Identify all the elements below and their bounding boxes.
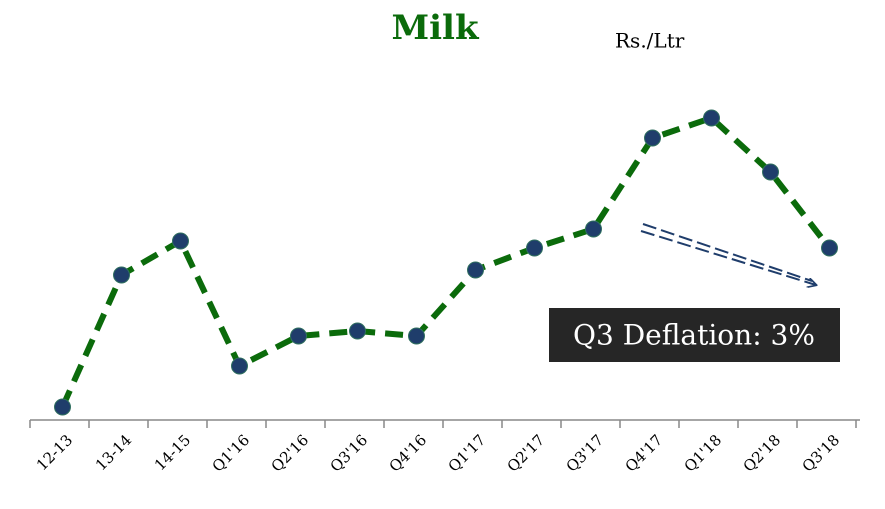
- unit-label: Rs./Ltr: [615, 29, 685, 53]
- annotation-box: [549, 308, 840, 362]
- x-tick-label: Q4'16: [386, 431, 431, 476]
- marker: [290, 327, 307, 345]
- x-tick-label: 13-14: [92, 431, 135, 474]
- x-tick-label: 14-15: [151, 431, 194, 474]
- x-tick-label: 12-13: [33, 431, 76, 474]
- marker: [526, 239, 543, 257]
- marker: [703, 109, 720, 127]
- marker: [172, 232, 189, 250]
- x-tick-label: Q2'17: [504, 431, 549, 476]
- marker: [644, 129, 661, 147]
- marker: [231, 357, 248, 375]
- marker: [349, 322, 366, 340]
- marker: [762, 163, 779, 181]
- x-tick-label: Q1'18: [681, 431, 726, 476]
- x-tick-label: Q2'16: [268, 431, 313, 476]
- x-tick-label: Q3'16: [327, 431, 372, 476]
- marker: [585, 220, 602, 238]
- annotation: Q3 Deflation: 3%: [573, 319, 815, 352]
- x-tick-label: Q1'16: [209, 431, 254, 476]
- x-tick-label: Q2'18: [740, 431, 785, 476]
- marker: [54, 398, 71, 416]
- chart-title: Milk: [391, 8, 479, 48]
- marker: [467, 261, 484, 279]
- x-tick-label: Q3'17: [563, 431, 608, 476]
- x-tick-label: Q4'17: [622, 431, 667, 476]
- x-tick-label: Q3'18: [799, 431, 844, 476]
- marker: [408, 327, 425, 345]
- trend-arrow: [640, 223, 816, 285]
- marker: [113, 266, 130, 284]
- marker: [821, 239, 838, 257]
- line: [59, 115, 832, 409]
- x-tick-label: Q1'17: [445, 431, 490, 476]
